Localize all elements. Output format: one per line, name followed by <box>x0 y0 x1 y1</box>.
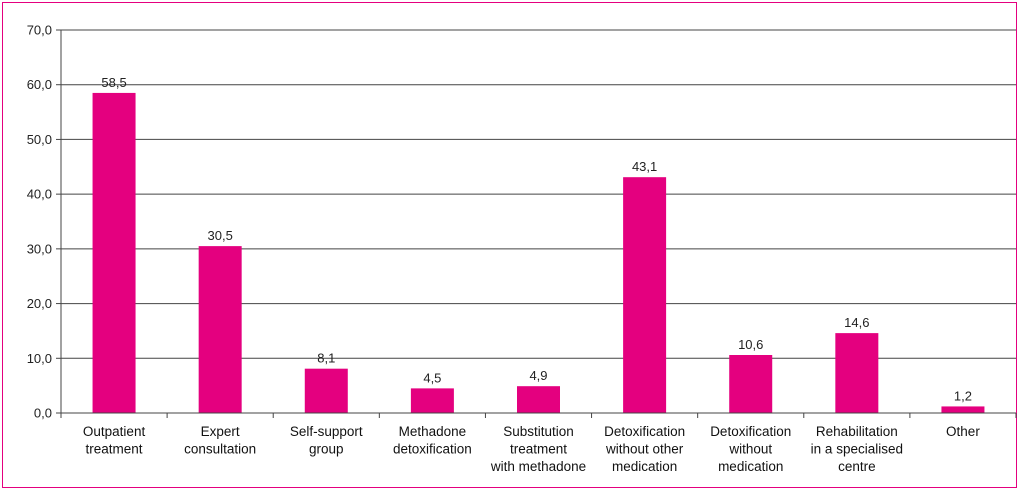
category-label: Other <box>946 424 980 439</box>
bar <box>835 333 879 413</box>
data-label: 10,6 <box>738 337 763 352</box>
category-label-line: consultation <box>184 442 256 457</box>
category-label-line: Self-support <box>290 424 363 439</box>
category-label-line: Outpatient <box>83 424 146 439</box>
bar <box>92 92 136 414</box>
category-label-line: without other <box>605 442 684 457</box>
category-label-line: without <box>728 442 772 457</box>
category-label-line: in a specialised <box>811 442 903 457</box>
bar <box>729 355 773 413</box>
data-label: 8,1 <box>317 351 335 366</box>
category-label: Methadone detoxification <box>393 424 472 457</box>
category-label-line: with methadone <box>490 459 586 474</box>
data-label: 14,6 <box>844 315 869 330</box>
data-label: 1,2 <box>954 388 972 403</box>
y-tick-label: 70,0 <box>27 23 52 38</box>
bars <box>92 92 985 414</box>
y-tick-label: 30,0 <box>27 241 52 256</box>
bar <box>517 386 560 413</box>
data-label: 58,5 <box>101 75 126 90</box>
category-labels: Outpatient treatment Expert consultation Sel… <box>83 424 980 474</box>
category-label-line: Detoxification <box>710 424 791 439</box>
y-axis-ticks: 0,0 10,0 20,0 30,0 40,0 50,0 60,0 70,0 <box>27 23 62 421</box>
category-label-line: medication <box>718 459 783 474</box>
y-tick-label: 10,0 <box>27 351 52 366</box>
category-label-line: treatment <box>510 442 567 457</box>
bar <box>198 246 242 413</box>
category-label-line: Methadone <box>399 424 467 439</box>
category-label-line: Other <box>946 424 980 439</box>
y-tick-label: 20,0 <box>27 296 52 311</box>
bar <box>941 406 985 413</box>
x-axis <box>60 412 1017 418</box>
category-label-line: medication <box>612 459 677 474</box>
data-label: 43,1 <box>632 159 657 174</box>
data-labels: 58,5 30,5 8,1 4,5 4,9 43,1 10,6 14,6 1,2 <box>101 75 972 404</box>
category-label: Expert consultation <box>184 424 256 457</box>
category-label-line: Substitution <box>503 424 574 439</box>
y-tick-label: 0,0 <box>34 406 52 421</box>
y-tick-label: 60,0 <box>27 77 52 92</box>
category-label-line: group <box>309 442 344 457</box>
category-label: Rehabilitation in a specialised centre <box>811 424 903 474</box>
data-label: 4,9 <box>529 368 547 383</box>
bar <box>304 368 348 413</box>
category-label: Detoxification without other medication <box>604 424 685 474</box>
category-label-line: treatment <box>86 442 143 457</box>
category-label-line: Detoxification <box>604 424 685 439</box>
category-label: Self-support group <box>290 424 363 457</box>
category-label-line: centre <box>838 459 876 474</box>
category-label: Outpatient treatment <box>83 424 146 457</box>
category-label: Detoxification without medication <box>710 424 791 474</box>
data-label: 30,5 <box>208 228 233 243</box>
bar <box>410 388 454 413</box>
category-label-line: Expert <box>201 424 240 439</box>
y-tick-label: 40,0 <box>27 187 52 202</box>
category-label-line: Rehabilitation <box>816 424 898 439</box>
data-label: 4,5 <box>423 370 441 385</box>
category-label-line: detoxification <box>393 442 472 457</box>
bar <box>623 177 667 413</box>
category-label: Substitution treatment with methadone <box>490 424 586 474</box>
y-tick-label: 50,0 <box>27 132 52 147</box>
